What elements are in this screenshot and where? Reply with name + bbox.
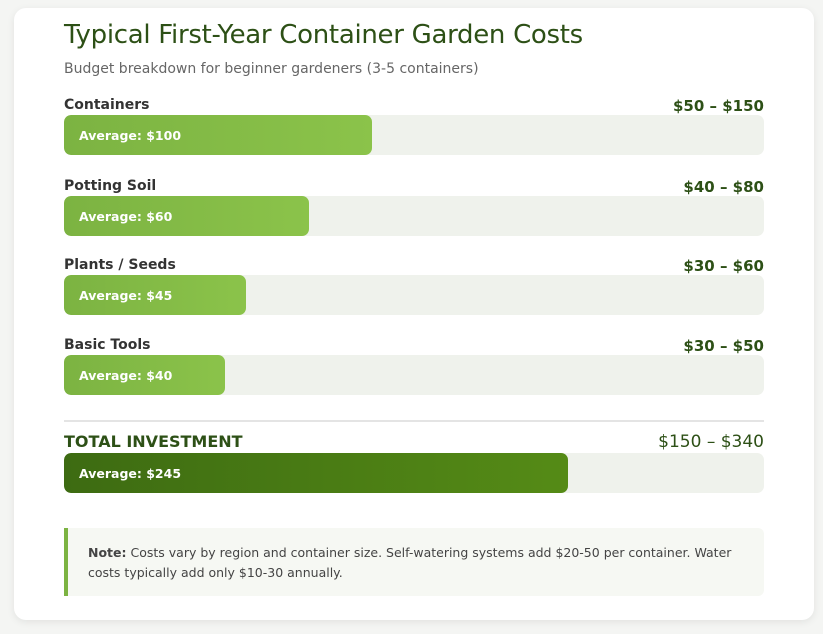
- bar: Average: $60: [64, 196, 309, 236]
- average-label: Average: $45: [79, 287, 173, 303]
- total-range: $150 – $340: [658, 432, 764, 452]
- note-text: Costs vary by region and container size.…: [88, 545, 732, 580]
- range-label: $30 – $50: [683, 337, 764, 355]
- bar-track: Average: $45: [64, 275, 764, 315]
- page-title: Typical First-Year Container Garden Cost…: [64, 20, 583, 50]
- average-label: Average: $100: [79, 127, 182, 143]
- bar-track: Average: $100: [64, 115, 764, 155]
- category-label: Potting Soil: [64, 178, 157, 194]
- category-label: Containers: [64, 97, 150, 113]
- category-label: Basic Tools: [64, 337, 151, 353]
- total-bar: Average: $245: [64, 453, 568, 493]
- range-label: $50 – $150: [672, 97, 764, 115]
- bar-track: Average: $60: [64, 196, 764, 236]
- divider: [64, 420, 764, 422]
- bar: Average: $100: [64, 115, 372, 155]
- subtitle: Budget breakdown for beginner gardeners …: [64, 61, 479, 77]
- range-label: $40 – $80: [683, 178, 764, 196]
- note-box: Note: Costs vary by region and container…: [64, 528, 764, 596]
- category-label: Plants / Seeds: [64, 257, 176, 273]
- bar: Average: $45: [64, 275, 246, 315]
- average-label: Average: $60: [79, 208, 173, 224]
- total-bar-track: Average: $245: [64, 453, 764, 493]
- total-average: Average: $245: [79, 465, 182, 481]
- note-label: Note:: [88, 545, 127, 560]
- cost-card: Typical First-Year Container Garden Cost…: [14, 8, 814, 620]
- bar: Average: $40: [64, 355, 225, 395]
- average-label: Average: $40: [79, 367, 173, 383]
- range-label: $30 – $60: [683, 257, 764, 275]
- total-label: TOTAL INVESTMENT: [64, 432, 243, 451]
- bar-track: Average: $40: [64, 355, 764, 395]
